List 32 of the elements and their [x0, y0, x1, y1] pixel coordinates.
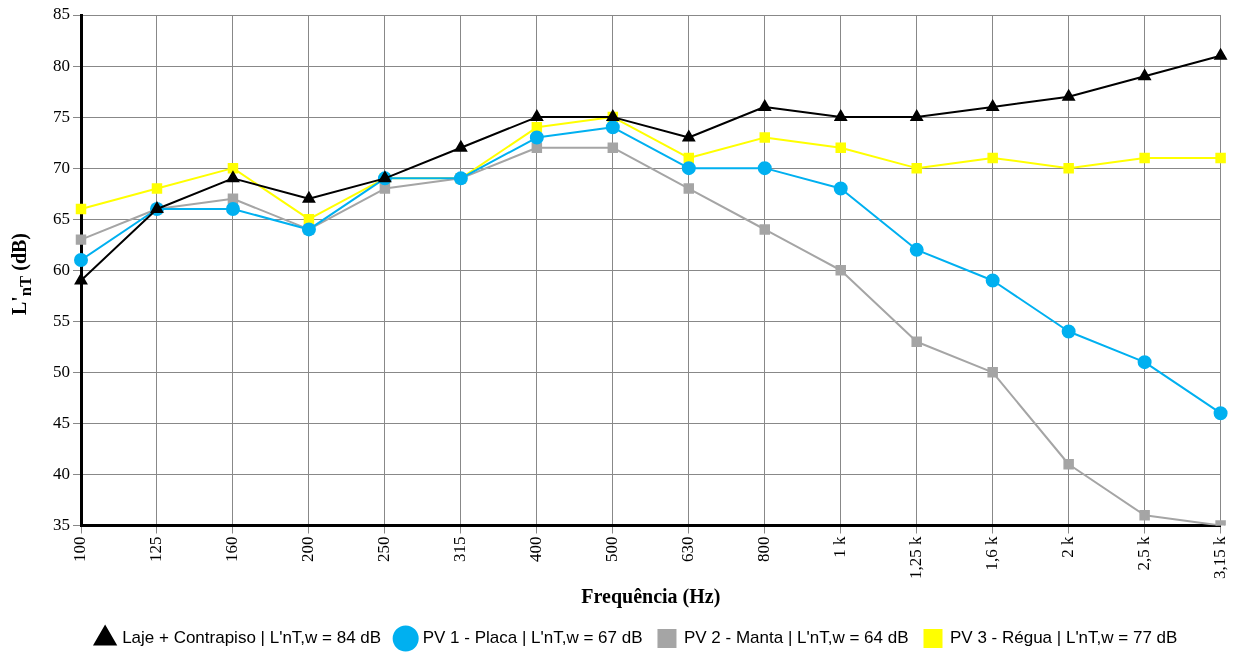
x-tick-label: 315 — [450, 536, 470, 562]
x-axis-title: Frequência (Hz) — [581, 585, 721, 609]
y-tick-label: 45 — [53, 412, 70, 432]
y-tick-label: 35 — [53, 514, 70, 534]
legend-label: Laje + Contrapiso | L'nT,w = 84 dB — [122, 628, 382, 648]
y-tick-label: 60 — [53, 259, 70, 279]
legend-label: PV 3 - Régua | L'nT,w = 77 dB — [950, 628, 1178, 648]
x-tick-label: 2 k — [1058, 536, 1078, 558]
x-tick-label: 125 — [146, 536, 166, 562]
y-tick-label: 55 — [53, 310, 70, 330]
y-tick-label: 50 — [53, 361, 70, 381]
x-tick-label: 160 — [222, 536, 242, 562]
x-tick-label: 500 — [602, 536, 622, 562]
legend-label: PV 2 - Manta | L'nT,w = 64 dB — [683, 628, 909, 648]
x-tick-label: 630 — [678, 536, 698, 562]
y-tick-label: 75 — [53, 106, 70, 126]
x-tick-label: 400 — [526, 536, 546, 562]
y-tick-label: 85 — [53, 4, 70, 24]
y-tick-label: 65 — [53, 208, 70, 228]
y-tick-label: 40 — [53, 463, 70, 483]
x-tick-label: 1,6 k — [982, 536, 1002, 571]
x-tick-label: 800 — [754, 536, 774, 562]
y-tick-label: 80 — [53, 55, 70, 75]
x-tick-label: 200 — [298, 536, 318, 562]
x-tick-label: 1,25 k — [906, 536, 926, 579]
x-tick-label: 250 — [374, 536, 394, 562]
y-tick-label: 70 — [53, 157, 70, 177]
x-tick-label: 1 k — [830, 536, 850, 558]
x-tick-label: 2,5 k — [1134, 536, 1154, 571]
x-tick-label: 100 — [70, 536, 90, 562]
legend-label: PV 1 - Placa | L'nT,w = 67 dB — [422, 628, 643, 648]
x-tick-label: 3,15 k — [1210, 536, 1230, 579]
